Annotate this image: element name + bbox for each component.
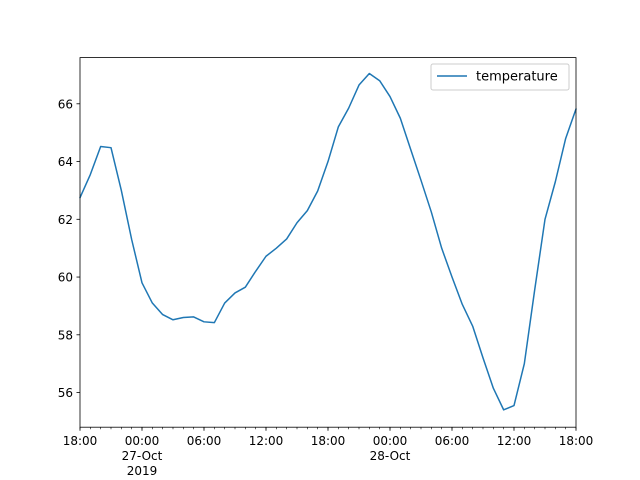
x-tick-label: 27-Oct <box>122 449 163 463</box>
y-tick-label: 60 <box>58 271 73 285</box>
plot-frame <box>79 57 577 428</box>
legend-label: temperature <box>476 70 558 85</box>
x-tick-label: 18:00 <box>311 434 346 448</box>
x-tick-label: 00:00 <box>373 434 408 448</box>
y-axis-ticks: 56 58 60 62 64 66 <box>58 97 80 400</box>
x-tick-label: 18:00 <box>63 434 98 448</box>
y-tick-label: 64 <box>58 155 73 169</box>
x-tick-label: 12:00 <box>249 434 284 448</box>
y-tick-label: 58 <box>58 328 73 342</box>
x-tick-label: 2019 <box>127 464 158 478</box>
y-tick-label: 66 <box>58 97 73 111</box>
x-tick-label: 06:00 <box>187 434 222 448</box>
temperature-series-line <box>79 72 577 411</box>
x-tick-label: 06:00 <box>435 434 470 448</box>
legend-box <box>430 63 570 91</box>
x-tick-label: 12:00 <box>497 434 532 448</box>
legend: temperature <box>430 63 570 91</box>
x-tick-label: 00:00 <box>125 434 160 448</box>
x-tick-label: 28-Oct <box>370 449 411 463</box>
y-tick-label: 56 <box>58 386 73 400</box>
x-tick-label: 18:00 <box>559 434 594 448</box>
y-tick-label: 62 <box>58 213 73 227</box>
